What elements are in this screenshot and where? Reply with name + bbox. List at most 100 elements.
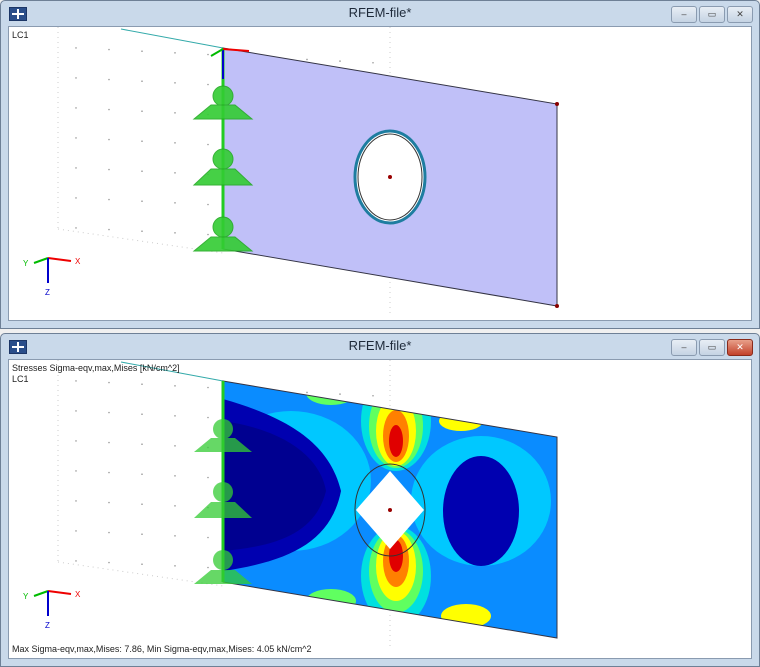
result-type-label: Stresses Sigma-eqv,max,Mises [kN/cm^2] xyxy=(12,363,180,373)
nodes xyxy=(555,102,559,308)
grid-dot xyxy=(141,383,143,386)
grid-dot xyxy=(174,535,176,537)
grid-dot xyxy=(141,200,143,202)
grid-dot xyxy=(207,53,209,56)
grid-dot xyxy=(174,565,176,567)
grid-dot xyxy=(108,531,110,534)
grid-dot xyxy=(75,500,77,502)
grid-dot xyxy=(174,52,176,54)
grid-dot xyxy=(174,112,176,114)
grid-dot xyxy=(108,78,110,81)
svg-text:Y: Y xyxy=(23,592,29,601)
minimize-button[interactable]: – xyxy=(671,6,697,23)
grid-dot xyxy=(75,410,77,412)
grid-dot xyxy=(108,381,110,384)
grid-dot xyxy=(141,413,143,416)
grid-dot xyxy=(75,167,77,169)
grid-dot xyxy=(174,202,176,204)
results-window-bottom: RFEM-file* – ▭ ✕ xyxy=(0,333,760,667)
grid-dot xyxy=(174,475,176,477)
svg-text:X: X xyxy=(75,257,81,266)
results-viewport[interactable]: X Y Z Stresses Sigma-eqv,max,Mises [kN/c… xyxy=(8,359,752,659)
grid-dot xyxy=(75,560,77,562)
grid-dot xyxy=(108,168,110,171)
maximize-button[interactable]: ▭ xyxy=(699,6,725,23)
grid-dot xyxy=(207,203,209,206)
grid-dot xyxy=(108,108,110,111)
grid-dot xyxy=(141,473,143,476)
grid-dot xyxy=(207,566,209,569)
grid-dot xyxy=(75,440,77,442)
grid-dot xyxy=(174,82,176,84)
svg-text:Z: Z xyxy=(45,288,50,297)
grid-dot xyxy=(141,80,143,82)
minimize-button[interactable]: – xyxy=(671,339,697,356)
grid-dot xyxy=(108,441,110,444)
svg-text:Y: Y xyxy=(23,259,29,268)
grid-dot xyxy=(75,47,77,49)
grid-dot xyxy=(75,77,77,79)
grid-dot xyxy=(306,58,308,61)
grid-dot xyxy=(108,501,110,504)
load-case-label: LC1 xyxy=(12,30,29,40)
model-viewport[interactable]: LC1 xyxy=(8,26,752,321)
member-line xyxy=(120,28,224,49)
grid-dot xyxy=(141,230,143,232)
title-bar[interactable]: RFEM-file* – ▭ ✕ xyxy=(1,1,759,26)
result-summary: Max Sigma-eqv,max,Mises: 7.86, Min Sigma… xyxy=(12,644,312,654)
support-icons xyxy=(192,85,254,252)
load-case-label: LC1 xyxy=(12,374,29,384)
grid-dot xyxy=(141,140,143,142)
grid-dot xyxy=(174,385,176,387)
svg-text:X: X xyxy=(75,590,81,599)
grid-dot xyxy=(108,198,110,201)
grid-dot xyxy=(207,476,209,479)
model-graphic: X Y Z xyxy=(23,27,559,316)
grid-dot xyxy=(306,391,308,394)
close-button[interactable]: ✕ xyxy=(727,339,753,356)
maximize-button[interactable]: ▭ xyxy=(699,339,725,356)
grid-dot xyxy=(108,411,110,414)
grid-dot xyxy=(207,536,209,539)
grid-dot xyxy=(372,61,374,64)
grid-dot xyxy=(207,416,209,419)
grid-dot xyxy=(75,227,77,229)
grid-dot xyxy=(174,232,176,234)
grid-dot xyxy=(141,533,143,535)
grid-dot xyxy=(141,110,143,112)
app-icon[interactable] xyxy=(9,7,27,21)
global-axes-icon: X Y Z xyxy=(23,590,81,630)
grid-dot xyxy=(141,170,143,172)
grid-dot xyxy=(75,107,77,109)
title-bar[interactable]: RFEM-file* – ▭ ✕ xyxy=(1,334,759,359)
grid-dot xyxy=(207,233,209,236)
svg-text:Z: Z xyxy=(45,621,50,630)
global-axes-icon: X Y Z xyxy=(23,257,81,297)
grid-dot xyxy=(339,393,341,395)
window-title: RFEM-file* xyxy=(348,338,412,353)
grid-dot xyxy=(75,470,77,472)
grid-dot xyxy=(108,48,110,51)
grid-dot xyxy=(174,172,176,174)
grid-dot xyxy=(108,471,110,474)
grid-dot xyxy=(141,563,143,565)
grid-dot xyxy=(75,380,77,382)
grid-dot xyxy=(75,197,77,199)
grid-dot xyxy=(207,386,209,389)
model-window-top: RFEM-file* – ▭ ✕ LC1 xyxy=(0,0,760,329)
grid-dot xyxy=(207,143,209,146)
grid-dot xyxy=(141,443,143,446)
grid-dot xyxy=(75,137,77,139)
grid-dot xyxy=(339,60,341,62)
grid-dot xyxy=(141,50,143,52)
grid-dot xyxy=(174,142,176,144)
grid-dot xyxy=(372,394,374,397)
grid-dot xyxy=(174,505,176,507)
app-icon[interactable] xyxy=(9,340,27,354)
grid-dot xyxy=(207,83,209,86)
stress-contour-graphic: X Y Z xyxy=(23,360,558,649)
grid-dot xyxy=(108,138,110,141)
grid-dot xyxy=(108,561,110,564)
grid-dot xyxy=(174,415,176,417)
close-button[interactable]: ✕ xyxy=(727,6,753,23)
